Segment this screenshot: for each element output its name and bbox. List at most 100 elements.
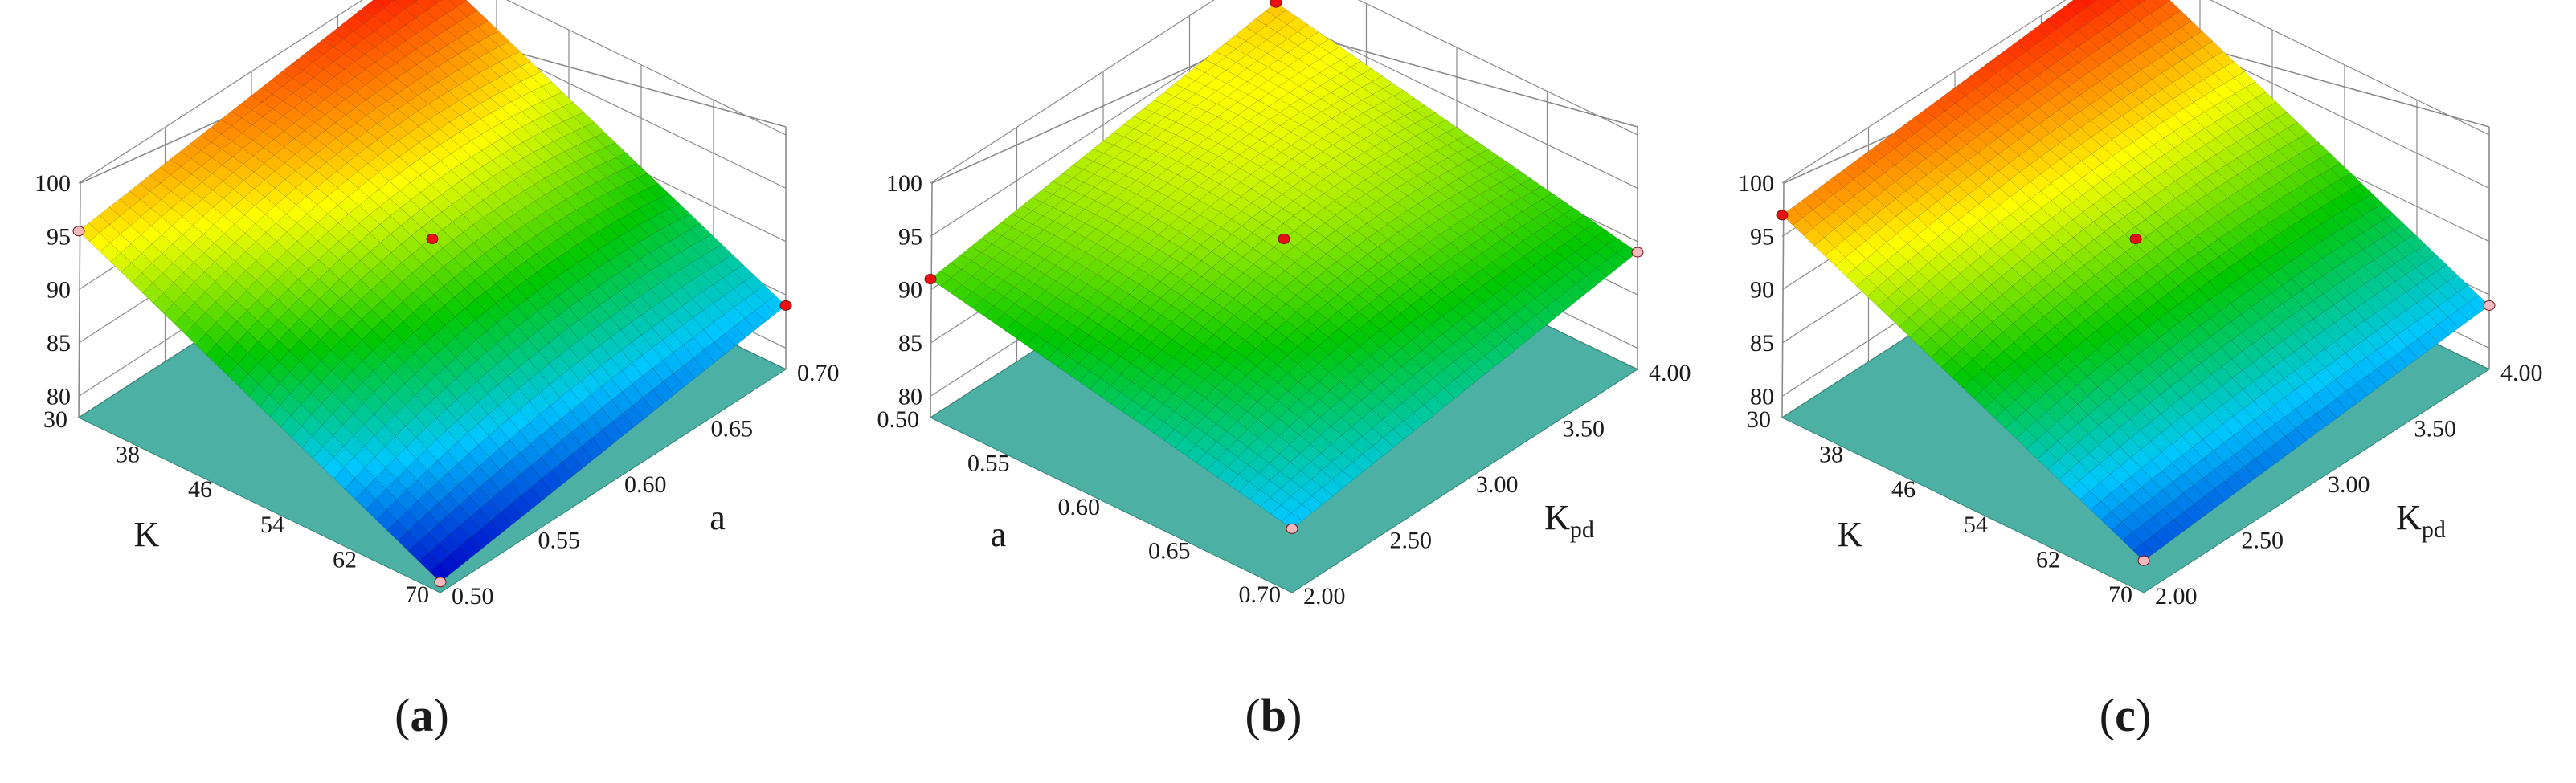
panel-label: (c) bbox=[2100, 689, 2151, 741]
x-axis-label: a bbox=[991, 515, 1007, 554]
design-point bbox=[2483, 300, 2496, 311]
response-surface bbox=[78, 0, 787, 583]
design-point bbox=[426, 234, 439, 245]
y-tick-label: 3.00 bbox=[2328, 471, 2370, 498]
z-tick-label: 85 bbox=[1750, 330, 1774, 357]
x-tick-label: 38 bbox=[1819, 442, 1843, 468]
response-surface bbox=[930, 2, 1638, 529]
x-tick-label: 0.70 bbox=[1239, 581, 1282, 608]
z-grid-line bbox=[930, 0, 1638, 184]
y-tick-label: 3.50 bbox=[1563, 416, 1605, 442]
design-point bbox=[1278, 234, 1290, 245]
y-tick-label: 2.00 bbox=[1303, 583, 1346, 610]
z-tick-label: 80 bbox=[1750, 383, 1774, 410]
z-tick-label: 95 bbox=[1750, 223, 1774, 250]
surface-patch bbox=[1565, 283, 1588, 302]
y-axis-label: Kpd bbox=[1544, 498, 1594, 543]
z-tick-label: 100 bbox=[35, 170, 71, 197]
surface-patch bbox=[612, 413, 634, 436]
y-axis-label: Kpd bbox=[2396, 498, 2446, 543]
surface-patch bbox=[1362, 445, 1384, 464]
x-tick-label: 46 bbox=[188, 476, 212, 503]
surface-patch bbox=[1290, 504, 1313, 521]
z-tick-label: 85 bbox=[898, 330, 922, 357]
design-point bbox=[434, 577, 447, 588]
panel-2: 80 85 90 95 100 0.50 0.55 0.60 0.65 0.70 2.00 2.50 3… bbox=[877, 0, 1691, 741]
surface-patch bbox=[470, 528, 492, 550]
y-tick-label: 0.50 bbox=[452, 583, 494, 610]
surface-patch bbox=[2079, 0, 2097, 7]
design-point bbox=[2137, 555, 2150, 566]
x-tick-label: 0.60 bbox=[1058, 494, 1101, 520]
surface-patch bbox=[1331, 470, 1354, 489]
surface-patch bbox=[2116, 0, 2121, 2]
z-tick-label: 100 bbox=[886, 170, 922, 197]
z-tick-label: 90 bbox=[898, 277, 922, 304]
surface-patch bbox=[1494, 339, 1516, 359]
x-tick-label: 70 bbox=[405, 581, 429, 608]
surface-patch bbox=[412, 0, 419, 2]
design-point bbox=[924, 273, 937, 284]
surface-patch bbox=[490, 512, 512, 534]
design-point bbox=[72, 226, 85, 237]
axis-frame-line bbox=[78, 182, 81, 418]
y-tick-label: 2.00 bbox=[2155, 583, 2198, 610]
y-tick-label: 4.00 bbox=[1649, 360, 1691, 386]
x-tick-label: 54 bbox=[260, 512, 284, 538]
z-tick-label: 90 bbox=[1750, 277, 1774, 304]
surface-patch bbox=[643, 389, 664, 412]
z-tick-label: 100 bbox=[1738, 170, 1774, 197]
y-tick-label: 2.50 bbox=[2242, 528, 2284, 554]
x-tick-label: 0.55 bbox=[967, 451, 1010, 477]
x-axis-label: K bbox=[134, 515, 160, 554]
x-tick-label: 0.50 bbox=[877, 406, 920, 433]
y-tick-label: 0.70 bbox=[797, 360, 840, 386]
y-tick-label: 3.00 bbox=[1476, 471, 1519, 498]
x-tick-label: 46 bbox=[1891, 476, 1916, 503]
axis-frame-line bbox=[1277, 27, 1638, 128]
surface-patch bbox=[1322, 479, 1343, 497]
surface-patch bbox=[1403, 412, 1425, 432]
x-tick-label: 38 bbox=[116, 442, 140, 468]
z-tick-label: 80 bbox=[898, 383, 922, 410]
surface-patch bbox=[1351, 454, 1374, 472]
y-tick-label: 4.00 bbox=[2500, 360, 2543, 386]
y-axis-label: a bbox=[709, 498, 726, 537]
surface-patch bbox=[714, 333, 736, 355]
panel-3: 80 85 90 95 100 30 38 46 54 62 70 2.00 2.50 3.00 3.50 4… bbox=[1738, 0, 2543, 741]
z-grid-line bbox=[1781, 0, 2490, 184]
panel-label: (a) bbox=[395, 689, 449, 741]
surface-patch bbox=[393, 0, 395, 1]
design-point bbox=[1286, 523, 1298, 534]
y-tick-label: 0.60 bbox=[624, 471, 667, 498]
surface-patch bbox=[1392, 420, 1415, 440]
z-tick-label: 95 bbox=[898, 223, 922, 250]
y-tick-label: 0.55 bbox=[538, 528, 581, 554]
z-tick-label: 80 bbox=[47, 383, 71, 410]
surface-patch bbox=[440, 554, 461, 574]
surface-patch bbox=[541, 470, 563, 493]
x-tick-label: 62 bbox=[333, 546, 357, 573]
y-tick-label: 3.50 bbox=[2414, 416, 2457, 442]
y-tick-label: 2.50 bbox=[1390, 528, 1433, 554]
axis-frame-line bbox=[1781, 182, 1785, 418]
z-grid-line bbox=[78, 0, 787, 184]
x-tick-label: 62 bbox=[2036, 546, 2060, 573]
surface-patch bbox=[1464, 363, 1486, 383]
x-tick-label: 0.65 bbox=[1148, 538, 1191, 565]
z-tick-label: 85 bbox=[47, 330, 71, 357]
design-point bbox=[779, 300, 792, 311]
z-tick-label: 90 bbox=[47, 277, 71, 304]
z-tick-label: 95 bbox=[47, 223, 71, 250]
design-point bbox=[1270, 0, 1282, 8]
x-tick-label: 30 bbox=[1747, 406, 1771, 433]
y-tick-label: 0.65 bbox=[711, 416, 754, 442]
response-surface bbox=[1781, 0, 2490, 561]
x-tick-label: 54 bbox=[1964, 512, 1988, 538]
design-point bbox=[1631, 247, 1644, 258]
design-point bbox=[1776, 210, 1789, 221]
axis-frame-line bbox=[930, 182, 933, 418]
x-tick-label: 70 bbox=[2108, 581, 2132, 608]
